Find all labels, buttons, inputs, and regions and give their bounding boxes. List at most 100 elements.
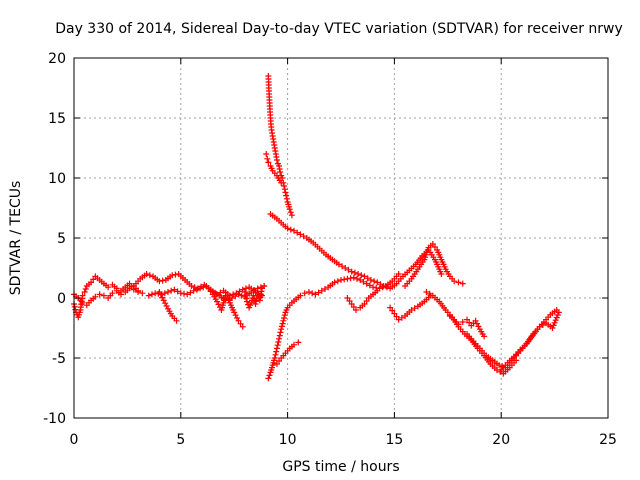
data-point-fill [315,289,322,296]
series-spike-descent [265,73,295,219]
data-point [79,292,86,299]
data-point [423,289,430,295]
data-point [273,345,280,352]
data-point-fill [162,300,169,307]
y-tick-label: 5 [57,231,66,247]
series-arc-evening-2 [498,309,562,373]
data-point-fill [200,284,207,291]
data-point [143,271,150,277]
data-point [173,317,180,324]
data-point [261,283,268,289]
data-point-fill [366,282,373,289]
data-point-fill [168,287,175,294]
x-tick-label: 25 [599,432,617,448]
data-point [126,285,133,292]
data-point-fill [283,195,290,202]
data-point-fill [232,312,239,319]
data-point [190,287,197,294]
data-point [357,277,364,283]
data-point [284,225,291,232]
data-point-fill [277,329,284,336]
data-point [318,287,325,294]
data-point [395,271,402,277]
data-point [109,290,116,297]
data-point-fill [364,275,371,282]
y-tick-label: 10 [48,171,66,187]
data-point [555,309,562,316]
data-point-fill [193,286,200,293]
y-tick-label: -5 [52,351,66,367]
data-point-fill [281,312,288,319]
data-point-fill [279,320,286,327]
data-point-fill [251,287,258,294]
series-decay-to-16 [267,211,445,292]
y-tick-label: -10 [43,411,66,427]
data-point-fill [473,320,480,327]
x-tick-label: 15 [385,432,403,448]
data-point-fill [161,290,168,297]
data-point [79,299,86,306]
data-point-fill [281,186,288,193]
x-tick-label: 0 [70,432,79,448]
data-point [184,291,191,298]
data-point-fill [272,351,279,358]
data-point-fill [234,315,241,321]
data-point [197,285,204,292]
data-point [280,317,287,324]
data-point-fill [475,323,482,330]
data-point [145,292,152,299]
data-point-fill [398,314,405,321]
data-point-fill [236,288,243,295]
data-point [408,307,415,313]
data-point [367,277,374,283]
data-point [342,265,349,271]
data-point [305,289,312,295]
data-point-fill [275,339,282,345]
data-point [244,298,251,305]
data-point [278,179,285,186]
data-point [348,268,355,275]
data-point [96,291,103,298]
data-point [536,323,543,330]
data-point [135,287,142,294]
data-point [291,341,298,348]
data-point [291,227,298,234]
data-point-fill [354,275,361,282]
data-point [278,326,285,333]
data-point-fill [146,272,153,279]
data-point [239,323,246,330]
data-point-fill [539,322,546,328]
data-point-fill [309,290,316,297]
y-axis-label: SDTVAR / TECUs [8,181,24,296]
y-tick-label: 15 [48,111,66,127]
data-point [455,321,462,328]
data-point [350,274,357,281]
data-point [459,319,466,325]
data-point [273,157,280,163]
data-point [335,261,342,268]
data-point-fill [411,305,418,312]
data-point [331,279,338,286]
data-point-fill [294,229,301,236]
data-point [374,279,381,286]
data-point [282,189,289,196]
data-point [288,212,295,219]
data-point-fill [71,303,78,310]
data-point-fill [358,272,365,279]
data-point-fill [371,278,378,285]
series-arc-17-19 [423,289,520,377]
data-point [374,287,381,294]
chart-title: Day 330 of 2014, Sidereal Day-to-day VTE… [55,21,623,37]
series-dip-4-5 [156,289,180,324]
series-arc-16-18 [402,241,466,289]
data-point [395,316,402,323]
data-point [265,375,272,382]
series-spike-descent-2 [263,151,285,186]
data-point-fill [281,315,288,321]
data-point [295,339,302,346]
data-point [276,335,283,342]
y-axis-ticks: -10 -5 0 5 10 15 20 [43,51,608,427]
data-point-fill [345,266,352,273]
series-short-arc-10 [273,339,302,367]
